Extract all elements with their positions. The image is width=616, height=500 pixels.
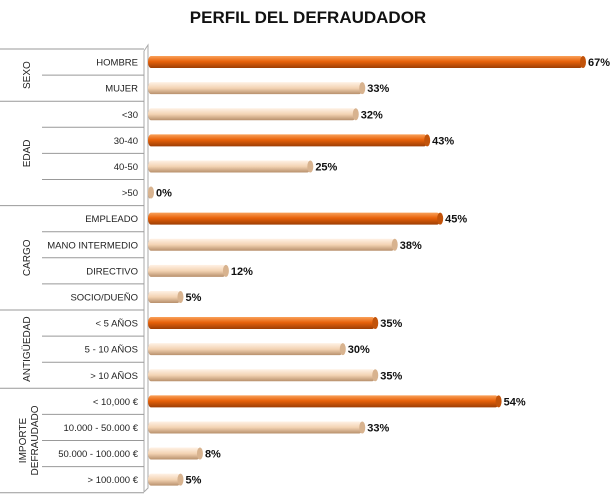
bar-cap (495, 395, 502, 408)
data-label: 45% (445, 214, 467, 226)
bar (148, 160, 311, 173)
data-label: 5% (185, 475, 201, 487)
group-label: EDAD (22, 140, 33, 168)
data-label: 67% (588, 57, 610, 69)
axis-line (143, 43, 149, 493)
group-label: CARGO (22, 239, 33, 276)
group-label: ANTIGÜEDAD (21, 316, 33, 382)
bar-cap (437, 212, 444, 225)
bar-cap (222, 264, 229, 277)
category-label: 10.000 - 50.000 € (64, 423, 139, 434)
category-label: >50 (122, 188, 138, 199)
data-label: 0% (156, 188, 172, 200)
bar-cap (177, 290, 184, 303)
category-label: > 10 AÑOS (90, 371, 138, 382)
bar (148, 82, 363, 95)
category-label: 40-50 (114, 162, 138, 173)
category-label: HOMBRE (96, 58, 138, 69)
bar (148, 343, 343, 356)
group-label: IMPORTEDEFRAUDADO (18, 405, 41, 475)
data-label: 30% (348, 344, 370, 356)
category-label: 5 - 10 AÑOS (85, 345, 138, 356)
bar (148, 421, 363, 434)
bar (148, 447, 200, 460)
bar (148, 473, 181, 486)
bar (148, 369, 376, 382)
data-label: 8% (205, 449, 221, 461)
category-label: 50.000 - 100.000 € (58, 449, 138, 460)
data-label: 35% (380, 318, 402, 330)
bar-cap (359, 421, 366, 434)
bar-cap (352, 108, 359, 121)
bar-cap (372, 369, 379, 382)
bar (148, 264, 226, 277)
bar (148, 395, 499, 408)
category-label: EMPLEADO (85, 214, 138, 225)
data-label: 5% (185, 292, 201, 304)
data-label: 35% (380, 370, 402, 382)
data-label: 32% (361, 109, 383, 121)
bar (148, 238, 395, 251)
group-label: SEXO (22, 61, 33, 89)
data-label: 43% (432, 135, 454, 147)
bar-cap (196, 447, 203, 460)
bar (148, 108, 356, 121)
bar-cap (307, 160, 314, 173)
data-label: 33% (367, 422, 389, 434)
bar-cap (177, 473, 184, 486)
bar (148, 212, 441, 225)
data-label: 38% (400, 240, 422, 252)
data-label: 33% (367, 83, 389, 95)
category-label: DIRECTIVO (86, 266, 138, 277)
category-label: SOCIO/DUEÑO (70, 292, 138, 303)
bar-cap (148, 186, 154, 199)
bar (148, 134, 428, 147)
category-label: > 100.000 € (88, 475, 139, 486)
bar-cap (424, 134, 431, 147)
bar (148, 317, 376, 330)
bar-cap (339, 343, 346, 356)
bar (148, 290, 181, 303)
category-label: < 5 AÑOS (95, 319, 138, 330)
bar-cap (372, 317, 379, 330)
category-label: MUJER (105, 84, 138, 95)
category-label: 30-40 (114, 136, 138, 147)
chart-title: PERFIL DEL DEFRAUDADOR (189, 8, 427, 27)
data-label: 12% (231, 266, 253, 278)
bar-cap (391, 238, 398, 251)
bar (148, 56, 583, 69)
bar-cap (580, 56, 586, 69)
bar-cap (359, 82, 366, 95)
category-label: < 10,000 € (93, 397, 139, 408)
category-label: <30 (122, 110, 138, 121)
category-label: MANO INTERMEDIO (47, 240, 138, 251)
data-label: 25% (315, 161, 337, 173)
data-label: 54% (504, 396, 526, 408)
